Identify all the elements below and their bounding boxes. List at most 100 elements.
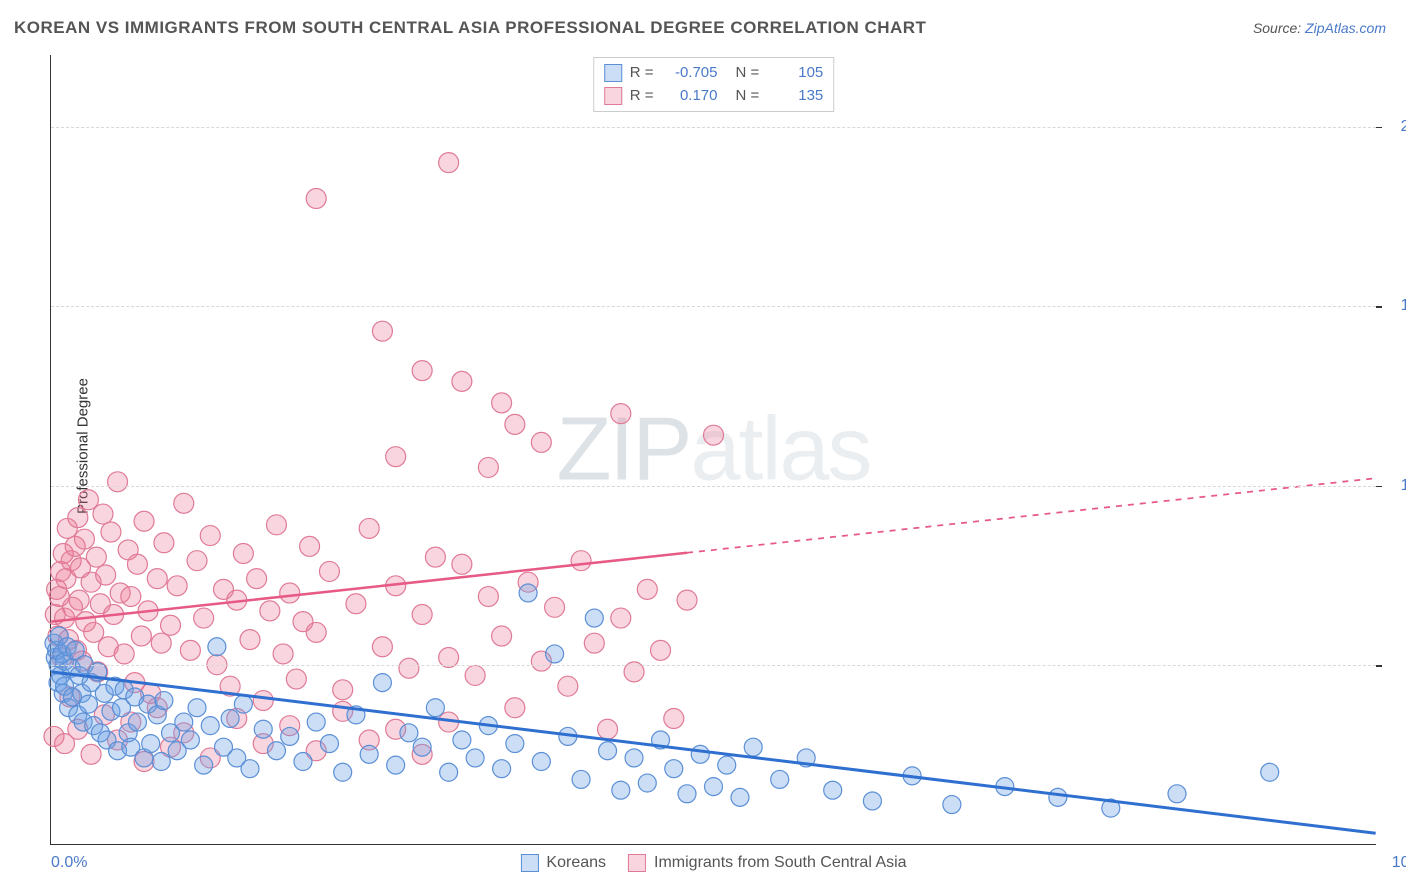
gridline <box>51 306 1376 307</box>
data-point <box>200 526 220 546</box>
data-point <box>307 713 325 731</box>
data-point <box>372 637 392 657</box>
legend-swatch <box>628 854 646 872</box>
legend-r-label: R = <box>630 62 654 85</box>
legend-n-value: 105 <box>767 62 823 85</box>
data-point <box>598 719 618 739</box>
data-point <box>545 597 565 617</box>
data-point <box>558 676 578 696</box>
data-point <box>241 760 259 778</box>
data-point <box>599 742 617 760</box>
data-point <box>267 742 285 760</box>
data-point <box>233 544 253 564</box>
data-point <box>294 753 312 771</box>
x-tick-label: 0.0% <box>51 854 87 872</box>
data-point <box>127 554 147 574</box>
data-point <box>121 587 141 607</box>
data-point <box>134 511 154 531</box>
y-tick-label: 10.0% <box>1386 477 1406 495</box>
x-tick-label: 100.0% <box>1392 854 1406 872</box>
data-point <box>532 753 550 771</box>
data-point <box>81 744 101 764</box>
legend-n-label: N = <box>736 85 760 108</box>
data-point <box>201 717 219 735</box>
data-point <box>453 731 471 749</box>
y-tick-mark <box>1376 306 1382 308</box>
data-point <box>108 472 128 492</box>
data-point <box>359 518 379 538</box>
data-point <box>152 753 170 771</box>
data-point <box>571 551 591 571</box>
data-point <box>584 633 604 653</box>
data-point <box>731 788 749 806</box>
data-point <box>131 626 151 646</box>
data-point <box>114 644 134 664</box>
data-point <box>154 533 174 553</box>
data-point <box>612 781 630 799</box>
data-point <box>863 792 881 810</box>
data-point <box>195 756 213 774</box>
data-point <box>412 361 432 381</box>
data-point <box>744 738 762 756</box>
data-point <box>611 404 631 424</box>
y-tick-mark <box>1376 665 1382 667</box>
data-point <box>399 658 419 678</box>
regression-line <box>51 672 1375 833</box>
data-point <box>492 626 512 646</box>
data-point <box>492 393 512 413</box>
data-point <box>678 785 696 803</box>
data-point <box>181 731 199 749</box>
data-point <box>386 447 406 467</box>
y-tick-mark <box>1376 486 1382 488</box>
data-point <box>273 644 293 664</box>
data-point <box>280 583 300 603</box>
data-point <box>771 770 789 788</box>
data-point <box>319 561 339 581</box>
chart-container: KOREAN VS IMMIGRANTS FROM SOUTH CENTRAL … <box>0 0 1406 892</box>
data-point <box>691 745 709 763</box>
data-point <box>400 724 418 742</box>
data-point <box>167 576 187 596</box>
legend-stats: R =-0.705N =105R =0.170N =135 <box>593 57 835 112</box>
data-point <box>452 371 472 391</box>
data-point <box>74 529 94 549</box>
gridline <box>51 665 1376 666</box>
data-point <box>519 584 537 602</box>
legend-item: Koreans <box>520 854 606 872</box>
legend-r-value: -0.705 <box>662 62 718 85</box>
data-point <box>677 590 697 610</box>
data-point <box>705 778 723 796</box>
data-point <box>187 551 207 571</box>
data-point <box>426 699 444 717</box>
legend-label: Immigrants from South Central Asia <box>654 854 907 872</box>
gridline <box>51 486 1376 487</box>
data-point <box>413 738 431 756</box>
data-point <box>506 735 524 753</box>
data-point <box>505 698 525 718</box>
data-point <box>824 781 842 799</box>
data-point <box>306 188 326 208</box>
legend-r-value: 0.170 <box>662 85 718 108</box>
data-point <box>478 587 498 607</box>
chart-title: KOREAN VS IMMIGRANTS FROM SOUTH CENTRAL … <box>14 18 926 38</box>
data-point <box>665 760 683 778</box>
data-point <box>718 756 736 774</box>
data-point <box>300 536 320 556</box>
source-link[interactable]: ZipAtlas.com <box>1305 20 1386 36</box>
data-point <box>234 695 252 713</box>
data-point <box>333 680 353 700</box>
data-point <box>68 508 88 528</box>
data-point <box>254 720 272 738</box>
data-point <box>151 633 171 653</box>
data-point <box>306 622 326 642</box>
data-point <box>286 669 306 689</box>
data-point <box>86 547 106 567</box>
data-point <box>531 432 551 452</box>
data-point <box>412 604 432 624</box>
data-point <box>638 774 656 792</box>
data-point <box>221 709 239 727</box>
data-point <box>1261 763 1279 781</box>
data-point <box>142 735 160 753</box>
legend-n-label: N = <box>736 62 760 85</box>
data-point <box>346 594 366 614</box>
